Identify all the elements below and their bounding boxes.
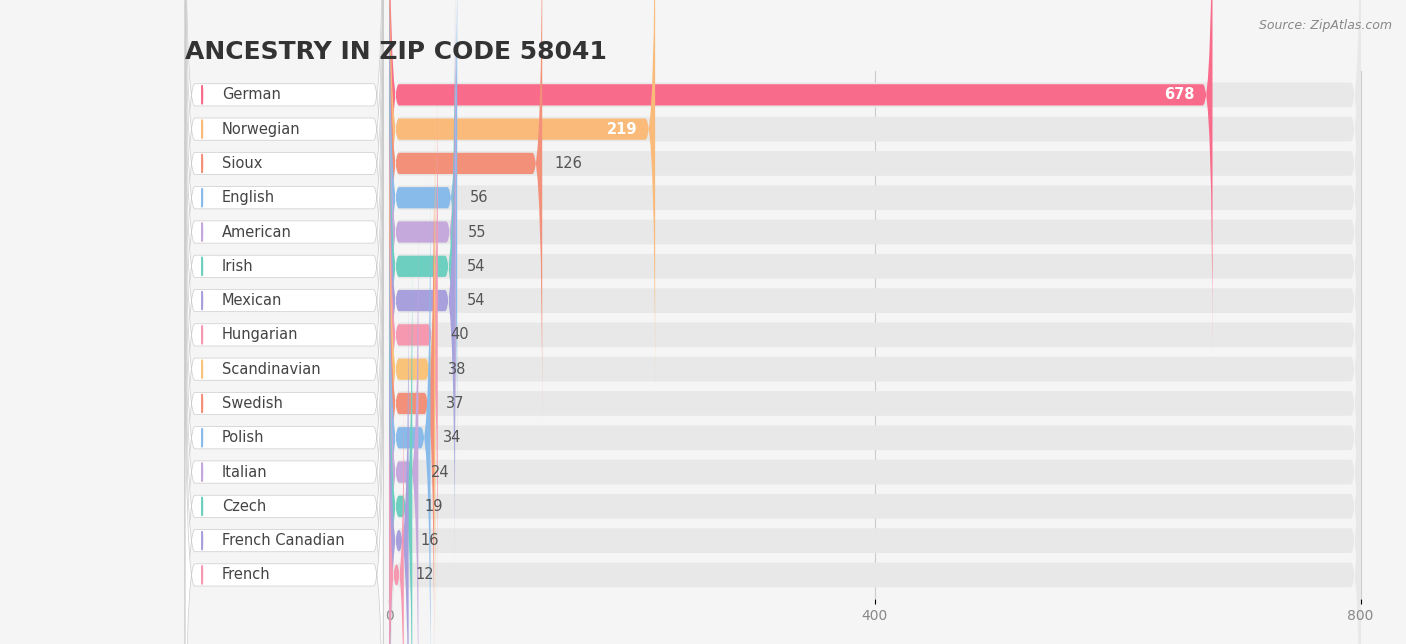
FancyBboxPatch shape [389,0,1361,460]
FancyBboxPatch shape [186,312,382,644]
Text: ANCESTRY IN ZIP CODE 58041: ANCESTRY IN ZIP CODE 58041 [186,40,607,64]
Text: Mexican: Mexican [222,293,283,308]
FancyBboxPatch shape [186,0,382,358]
FancyBboxPatch shape [389,176,1361,644]
Text: 40: 40 [450,327,468,343]
FancyBboxPatch shape [389,140,434,644]
FancyBboxPatch shape [389,0,655,393]
FancyBboxPatch shape [389,313,1361,644]
FancyBboxPatch shape [389,243,412,644]
FancyBboxPatch shape [186,0,382,392]
FancyBboxPatch shape [186,0,382,495]
FancyBboxPatch shape [389,106,436,633]
FancyBboxPatch shape [389,71,437,598]
FancyBboxPatch shape [186,37,382,563]
Text: French: French [222,567,270,582]
Text: 678: 678 [1164,88,1194,102]
Text: 19: 19 [425,499,443,514]
Text: 16: 16 [420,533,439,548]
FancyBboxPatch shape [389,73,1361,597]
FancyBboxPatch shape [186,106,382,632]
FancyBboxPatch shape [389,0,1361,494]
FancyBboxPatch shape [389,279,1361,644]
Text: Source: ZipAtlas.com: Source: ZipAtlas.com [1258,19,1392,32]
Text: American: American [222,225,291,240]
FancyBboxPatch shape [186,0,382,426]
FancyBboxPatch shape [389,0,1361,357]
FancyBboxPatch shape [389,210,1361,644]
Text: Italian: Italian [222,464,267,480]
FancyBboxPatch shape [389,39,1361,563]
Text: 38: 38 [447,362,465,377]
FancyBboxPatch shape [389,0,457,461]
FancyBboxPatch shape [389,0,543,427]
Text: French Canadian: French Canadian [222,533,344,548]
FancyBboxPatch shape [186,71,382,598]
FancyBboxPatch shape [389,142,1361,644]
Text: 12: 12 [416,567,434,582]
FancyBboxPatch shape [186,209,382,644]
FancyBboxPatch shape [389,3,454,530]
FancyBboxPatch shape [389,0,1361,391]
Text: 54: 54 [467,259,485,274]
FancyBboxPatch shape [389,174,430,644]
FancyBboxPatch shape [389,0,1212,359]
FancyBboxPatch shape [389,37,454,564]
Text: 219: 219 [606,122,637,137]
Text: 126: 126 [554,156,582,171]
FancyBboxPatch shape [186,3,382,529]
Text: Swedish: Swedish [222,396,283,411]
Text: Czech: Czech [222,499,266,514]
FancyBboxPatch shape [389,244,1361,644]
Text: English: English [222,190,274,205]
FancyBboxPatch shape [389,107,1361,631]
FancyBboxPatch shape [389,5,1361,528]
FancyBboxPatch shape [389,0,456,496]
FancyBboxPatch shape [186,243,382,644]
Text: 37: 37 [446,396,465,411]
Text: 54: 54 [467,293,485,308]
FancyBboxPatch shape [186,0,382,461]
FancyBboxPatch shape [389,0,1361,426]
FancyBboxPatch shape [186,140,382,644]
FancyBboxPatch shape [389,209,419,644]
Text: 55: 55 [468,225,486,240]
Text: Hungarian: Hungarian [222,327,298,343]
Text: Irish: Irish [222,259,253,274]
Text: Norwegian: Norwegian [222,122,301,137]
Text: 34: 34 [443,430,461,445]
Text: German: German [222,88,281,102]
Text: Sioux: Sioux [222,156,262,171]
Text: 24: 24 [430,464,449,480]
FancyBboxPatch shape [186,278,382,644]
FancyBboxPatch shape [186,175,382,644]
FancyBboxPatch shape [389,383,404,644]
Text: Polish: Polish [222,430,264,445]
Text: Scandinavian: Scandinavian [222,362,321,377]
Text: 56: 56 [470,190,488,205]
FancyBboxPatch shape [389,280,409,644]
